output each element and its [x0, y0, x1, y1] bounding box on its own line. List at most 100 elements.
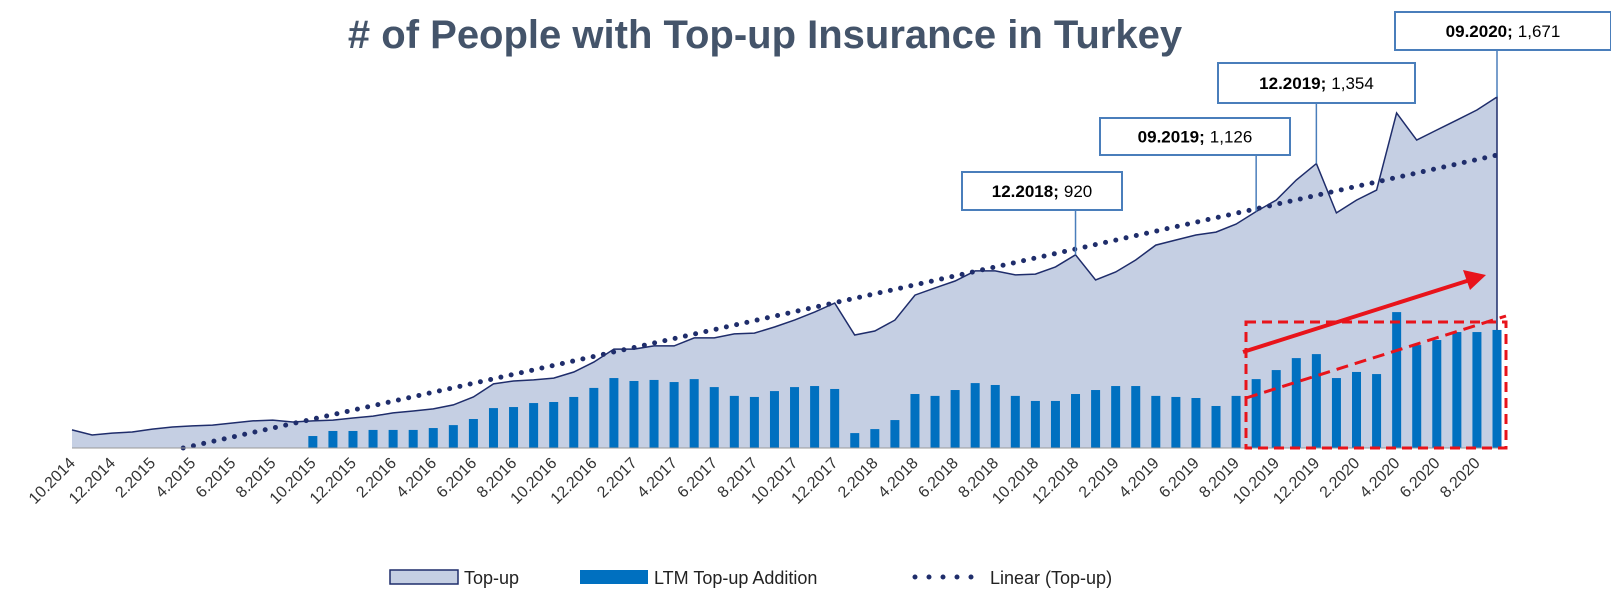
bar	[1412, 345, 1422, 448]
bar	[1352, 371, 1362, 448]
bar	[509, 407, 519, 448]
bar	[1372, 374, 1382, 448]
bar	[649, 379, 659, 448]
bar	[970, 383, 980, 448]
legend: Top-up LTM Top-up Addition Linear (Top-up)	[389, 568, 1112, 588]
bar	[1091, 390, 1101, 448]
bar	[1050, 400, 1060, 448]
bar	[1131, 386, 1141, 448]
bar	[1311, 354, 1321, 448]
area-line	[71, 95, 1498, 448]
arrow-head	[1463, 270, 1486, 290]
x-tick-label: 4.2015	[153, 455, 200, 502]
bar	[1010, 395, 1020, 448]
callout-date: 09.2020;	[1446, 22, 1513, 41]
bar	[1071, 394, 1081, 448]
bar	[729, 395, 739, 448]
x-tick-label: 4.2018	[875, 455, 922, 502]
bar	[1291, 358, 1301, 448]
bar	[689, 379, 699, 448]
bar	[790, 387, 800, 448]
callout-box	[1217, 62, 1416, 104]
callout-date: 12.2019;	[1259, 74, 1326, 93]
bar	[1191, 398, 1201, 448]
bar	[1151, 395, 1161, 448]
x-tick-label: 4.2019	[1116, 455, 1163, 502]
callout-value: 1,671	[1518, 22, 1561, 41]
bar	[529, 403, 539, 448]
highlight-trend	[1245, 314, 1507, 400]
x-tick-label: 6.2015	[193, 455, 240, 502]
chart-title: # of People with Top-up Insurance in Tur…	[348, 13, 1183, 57]
bar	[930, 395, 940, 448]
x-tick-label: 4.2017	[634, 455, 681, 502]
bar	[810, 386, 820, 448]
bar	[388, 429, 398, 448]
bar	[950, 390, 960, 448]
legend-label: LTM Top-up Addition	[654, 568, 817, 588]
x-tick-label: 2.2015	[112, 455, 159, 502]
x-tick-label: 2.2016	[353, 455, 400, 502]
bar	[749, 396, 759, 448]
bar	[1111, 386, 1121, 448]
bar	[348, 430, 358, 448]
bar	[1231, 395, 1241, 448]
callout-box	[961, 171, 1123, 211]
callout-label: 09.2019; 1,126	[1138, 128, 1253, 147]
x-tick-label: 4.2020	[1357, 455, 1404, 502]
bar	[488, 408, 498, 448]
bar	[428, 428, 438, 448]
x-tick-label: 6.2018	[915, 455, 962, 502]
bar	[1331, 378, 1341, 448]
callout-label: 12.2019; 1,354	[1259, 74, 1374, 93]
bar	[910, 394, 920, 448]
callout-value: 920	[1064, 182, 1092, 201]
bar	[1392, 312, 1402, 448]
highlight-box	[1244, 320, 1508, 450]
bar	[609, 378, 619, 448]
bar	[1251, 379, 1261, 448]
bar	[990, 384, 1000, 448]
x-tick-label: 8.2020	[1437, 455, 1484, 502]
x-tick-label: 6.2017	[674, 455, 721, 502]
x-tick-label: 4.2016	[393, 455, 440, 502]
x-tick-label: 6.2019	[1156, 455, 1203, 502]
bar	[769, 391, 779, 448]
legend-label: Linear (Top-up)	[990, 568, 1112, 588]
bar	[1492, 329, 1502, 448]
bar	[830, 388, 840, 448]
legend-swatch	[580, 570, 648, 584]
arrow-shaft	[1242, 278, 1471, 354]
callout-value: 1,354	[1331, 74, 1374, 93]
bar	[1271, 370, 1281, 448]
legend-swatch	[389, 569, 459, 585]
bar	[468, 419, 478, 448]
x-tick-label: 2.2019	[1076, 455, 1123, 502]
bar	[669, 382, 679, 448]
x-tick-label: 2.2017	[594, 455, 641, 502]
x-tick-label: 2.2018	[835, 455, 882, 502]
bar	[408, 429, 418, 448]
bar	[1472, 332, 1482, 448]
bar	[569, 396, 579, 448]
bar	[890, 420, 900, 448]
x-tick-label: 6.2016	[434, 455, 481, 502]
bar	[1432, 340, 1442, 448]
bar	[308, 436, 318, 448]
trendline	[180, 152, 1500, 451]
bar	[1452, 332, 1462, 448]
callout-label: 12.2018; 920	[992, 182, 1093, 201]
plot: 10.201412.20142.20154.20156.20158.201510…	[26, 11, 1611, 508]
area	[72, 97, 1497, 448]
callout-date: 09.2019;	[1138, 128, 1205, 147]
callout-value: 1,126	[1210, 128, 1253, 147]
bar	[1211, 405, 1221, 448]
bar	[1171, 396, 1181, 448]
callout-label: 09.2020; 1,671	[1446, 22, 1561, 41]
callout-box	[1394, 11, 1611, 51]
bar	[629, 380, 639, 448]
x-tick-label: 2.2020	[1317, 455, 1364, 502]
bar	[850, 433, 860, 448]
bar	[1030, 400, 1040, 448]
